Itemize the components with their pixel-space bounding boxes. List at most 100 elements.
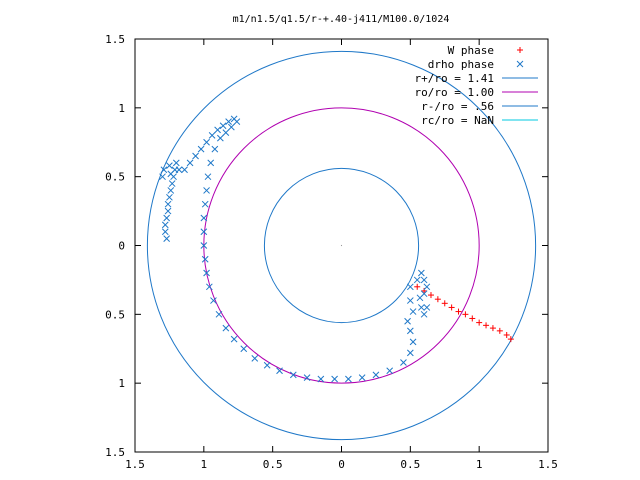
drho-phase-point	[181, 166, 188, 174]
drho-phase-point	[215, 310, 223, 318]
legend-label: ro/ro = 1.00	[415, 86, 494, 99]
drho-phase-point	[163, 214, 171, 222]
drho-phase-point	[172, 159, 180, 167]
drho-phase-point	[168, 180, 176, 187]
chart-title: m1/n1.5/q1.5/r-+.40-j411/M100.0/1024	[233, 14, 450, 25]
x-tick-label: 1	[476, 458, 483, 471]
y-tick-label: 0	[118, 240, 125, 253]
y-tick-label: 0.5	[105, 171, 125, 184]
drho-phase-point	[317, 375, 325, 383]
drho-phase-point	[409, 308, 417, 315]
x-tick-label: 1.5	[125, 458, 145, 471]
drho-phase-point	[210, 297, 217, 304]
legend-label: rc/ro = NaN	[421, 114, 494, 127]
drho-phase-point	[417, 304, 425, 311]
drho-phase-point	[186, 159, 194, 167]
drho-phase-point	[201, 255, 209, 263]
reference-circle	[263, 167, 420, 324]
w-phase-point	[455, 308, 462, 315]
drho-phase-point	[175, 166, 183, 174]
drho-phase-point	[167, 187, 175, 194]
drho-phase-point	[406, 327, 414, 335]
drho-phase-point	[166, 193, 173, 201]
drho-phase-point	[406, 349, 414, 357]
x-tick-label: 0	[338, 458, 345, 471]
x-tick-label: 1	[201, 458, 208, 471]
drho-phase-point	[406, 297, 414, 304]
drho-phase-point	[159, 173, 166, 181]
drho-phase-point	[211, 145, 219, 153]
drho-phase-point	[423, 283, 431, 291]
drho-phase-point	[225, 118, 232, 125]
y-tick-label: 1.5	[105, 446, 125, 459]
drho-phase-point	[164, 200, 172, 208]
drho-phase-point	[289, 371, 297, 379]
legend-item: r+/ro = 1.41	[415, 72, 538, 85]
legend-item: rc/ro = NaN	[421, 114, 538, 127]
w-phase-point	[414, 283, 421, 290]
drho-phase-point	[203, 269, 210, 277]
y-tick-label: 1.5	[105, 33, 125, 46]
drho-phase-point	[216, 134, 224, 142]
w-phase-point	[476, 319, 483, 326]
legend-item: r-/ro = .56	[421, 100, 538, 113]
drho-phase-point	[251, 355, 259, 362]
data-series	[159, 115, 514, 383]
legend-label: W phase	[448, 44, 494, 57]
drho-phase-point	[331, 375, 338, 383]
drho-phase-point	[240, 345, 248, 353]
drho-phase-point	[207, 159, 215, 167]
drho-phase-point	[203, 138, 210, 146]
w-phase-point	[462, 311, 469, 318]
w-phase-point	[496, 327, 503, 334]
drho-phase-point	[200, 242, 208, 249]
drho-phase-point	[166, 162, 173, 170]
drho-phase-point	[420, 276, 428, 284]
drho-phase-point	[204, 173, 212, 181]
drho-phase-point	[201, 200, 209, 208]
drho-phase-point	[386, 367, 394, 375]
drho-phase-point	[214, 126, 221, 134]
drho-phase-point	[416, 294, 424, 302]
drho-phase-point	[303, 374, 311, 382]
drho-phase-point	[233, 118, 241, 125]
drho-phase-point	[192, 152, 199, 160]
drho-phase-point	[203, 187, 210, 194]
legend-item: ro/ro = 1.00	[415, 86, 538, 99]
drho-phase-point	[160, 166, 168, 174]
drho-phase-point	[345, 375, 352, 383]
drho-phase-point	[228, 123, 235, 131]
drho-phase-point	[222, 324, 230, 332]
legend-item: drho phase	[428, 58, 524, 71]
drho-phase-point	[358, 374, 366, 382]
drho-phase-point	[161, 228, 169, 236]
drho-phase-point	[222, 129, 230, 136]
y-tick-label: 1	[118, 102, 125, 115]
w-phase-point	[441, 300, 448, 307]
w-phase-point	[507, 336, 514, 343]
drho-phase-point	[164, 207, 172, 215]
drho-phase-point	[420, 310, 428, 318]
w-phase-point	[427, 292, 434, 299]
legend-label: drho phase	[428, 58, 494, 71]
w-phase-point	[448, 304, 455, 311]
w-phase-point	[434, 296, 441, 303]
reference-circle	[146, 50, 537, 441]
drho-phase-point	[263, 361, 271, 369]
drho-phase-point	[423, 304, 431, 311]
origin-point	[340, 244, 343, 247]
drho-phase-point	[413, 276, 421, 284]
y-tick-label: 1	[118, 377, 125, 390]
drho-phase-point	[219, 122, 227, 130]
drho-phase-point	[197, 145, 205, 153]
w-phase-point	[489, 325, 496, 332]
drho-phase-point	[163, 235, 171, 242]
drho-phase-point	[200, 228, 208, 236]
drho-phase-point	[409, 338, 417, 346]
w-phase-point	[503, 331, 510, 338]
legend-label: r-/ro = .56	[421, 100, 494, 113]
drho-phase-point	[372, 371, 380, 379]
drho-phase-point	[417, 269, 425, 277]
